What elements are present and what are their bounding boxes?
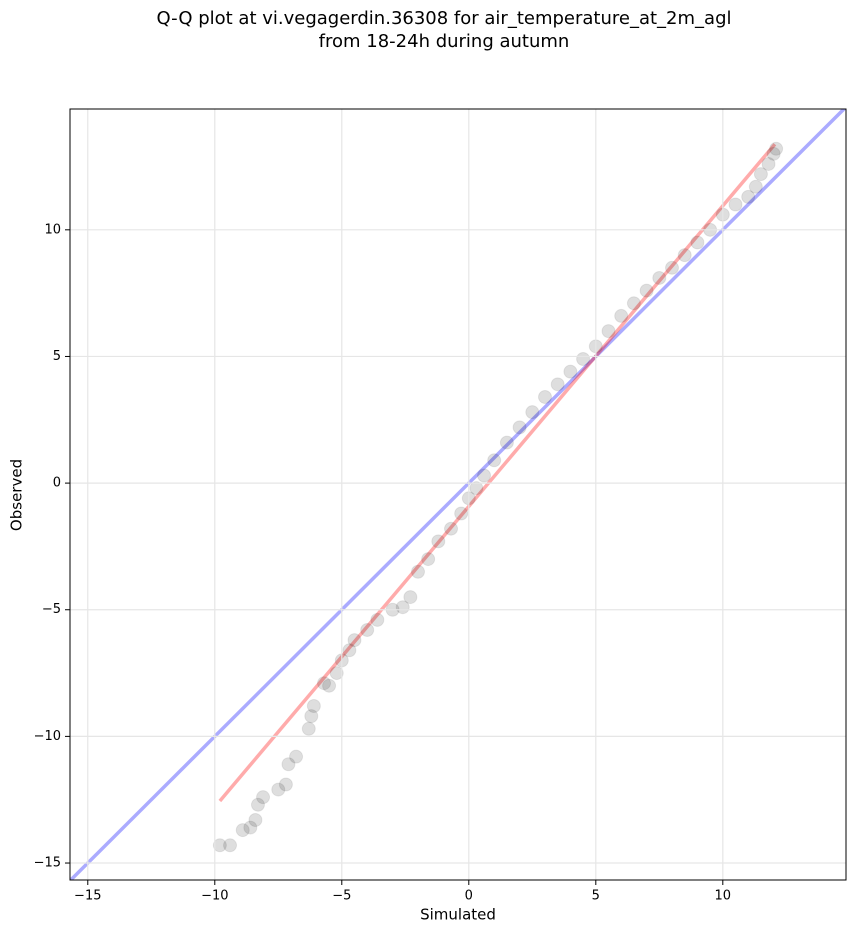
data-point bbox=[256, 790, 271, 805]
data-point bbox=[410, 564, 425, 579]
data-point bbox=[563, 364, 578, 379]
data-point bbox=[304, 709, 319, 724]
data-point bbox=[477, 468, 492, 483]
data-point bbox=[421, 552, 436, 567]
plot-area bbox=[70, 109, 846, 880]
data-point bbox=[748, 179, 763, 194]
data-point bbox=[342, 643, 357, 658]
y-tick-label: −15 bbox=[34, 856, 61, 871]
y-tick-label: 0 bbox=[53, 476, 61, 491]
data-point bbox=[243, 820, 258, 835]
y-tick-label: −10 bbox=[34, 729, 61, 744]
data-point bbox=[576, 351, 591, 366]
data-point bbox=[601, 324, 616, 339]
data-point bbox=[766, 146, 781, 161]
data-point bbox=[301, 721, 316, 736]
data-point bbox=[317, 676, 332, 691]
data-point bbox=[454, 506, 469, 521]
y-tick-label: 5 bbox=[53, 349, 61, 364]
data-point bbox=[614, 308, 629, 323]
reference-line bbox=[70, 109, 846, 880]
data-point bbox=[626, 296, 641, 311]
data-point bbox=[360, 623, 375, 638]
chart-title: from 18-24h during autumn bbox=[319, 31, 570, 52]
x-tick-label: −5 bbox=[332, 889, 351, 904]
data-point bbox=[395, 600, 410, 615]
data-point bbox=[769, 141, 784, 156]
x-tick-label: −15 bbox=[74, 889, 101, 904]
data-point bbox=[639, 283, 654, 298]
data-point bbox=[223, 838, 238, 853]
data-point bbox=[525, 405, 540, 420]
x-axis-label: Simulated bbox=[420, 906, 496, 924]
y-tick-label: −5 bbox=[42, 602, 61, 617]
data-point bbox=[690, 235, 705, 250]
data-point bbox=[278, 777, 293, 792]
data-point bbox=[728, 197, 743, 212]
data-point bbox=[487, 453, 502, 468]
x-tick-label: 0 bbox=[465, 889, 473, 904]
data-point bbox=[235, 823, 250, 838]
data-point bbox=[677, 248, 692, 263]
y-axis-label: Observed bbox=[8, 459, 26, 531]
data-point bbox=[281, 757, 296, 772]
chart-title: Q-Q plot at vi.vegagerdin.36308 for air_… bbox=[157, 8, 732, 29]
data-point bbox=[403, 590, 418, 605]
data-point bbox=[761, 156, 776, 171]
data-point bbox=[431, 534, 446, 549]
plot-frame bbox=[69, 108, 847, 881]
data-point bbox=[550, 377, 565, 392]
data-point bbox=[347, 633, 362, 648]
data-point bbox=[741, 189, 756, 204]
data-point bbox=[250, 797, 265, 812]
x-tick-label: 10 bbox=[715, 889, 732, 904]
data-point bbox=[469, 481, 484, 496]
data-point bbox=[444, 521, 459, 536]
data-point bbox=[652, 270, 667, 285]
data-point bbox=[322, 678, 337, 693]
x-tick-label: 5 bbox=[592, 889, 600, 904]
data-point bbox=[271, 782, 286, 797]
data-point bbox=[499, 435, 514, 450]
x-tick-label: −10 bbox=[201, 889, 228, 904]
data-point bbox=[512, 420, 527, 435]
y-tick-label: 10 bbox=[44, 222, 61, 237]
data-point bbox=[306, 698, 321, 713]
data-point bbox=[753, 167, 768, 182]
data-point bbox=[212, 838, 227, 853]
data-point bbox=[248, 812, 263, 827]
data-point bbox=[289, 749, 304, 764]
data-point bbox=[370, 612, 385, 627]
data-point bbox=[329, 666, 344, 681]
reference-line bbox=[218, 143, 777, 803]
data-point bbox=[537, 389, 552, 404]
data-point bbox=[665, 260, 680, 275]
